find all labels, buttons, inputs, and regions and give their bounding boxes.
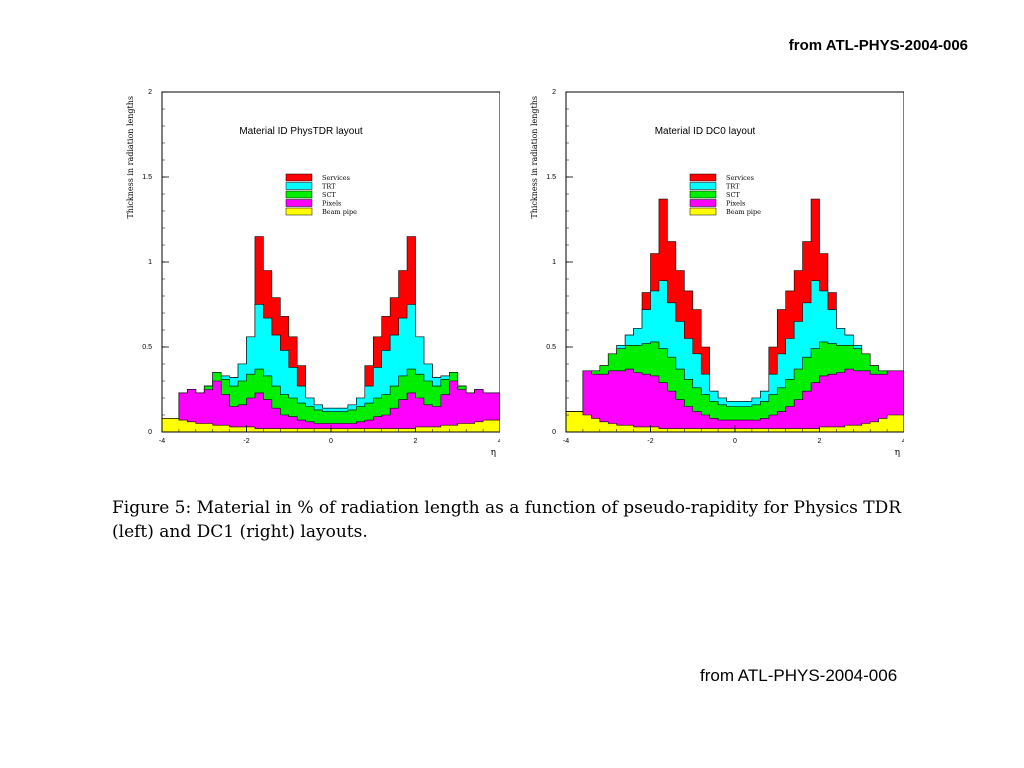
chart-0-xtick-label: 2 [414,438,418,445]
chart-0-ytick-label: 0.5 [142,344,152,351]
chart-1-ytick-label: 2 [552,89,556,96]
chart-1-ytick-label: 1 [552,259,556,266]
chart-1-ytick-label: 0.5 [546,344,556,351]
chart-1-legend-swatch-pixels [689,199,717,207]
chart-0-legend-label: Services [322,174,350,182]
header-reference: from ATL-PHYS-2004-006 [788,37,968,54]
caption-line-2: (left) and DC1 (right) layouts. [112,522,368,542]
chart-0-legend-swatch-beam-pipe [285,207,313,216]
chart-1-ylabel: Thickness in radiation lengths [530,96,539,219]
chart-0-ytick-label: 1.5 [142,174,152,181]
chart-0-xtick-label: 0 [329,438,333,445]
chart-1-xtick-label: 4 [902,438,904,445]
footer-reference: from ATL-PHYS-2004-006 [700,666,898,685]
chart-1-title: Material ID DC0 layout [655,126,756,137]
chart-0-legend-label: TRT [322,183,336,191]
chart-0-title: Material ID PhysTDR layout [239,126,363,137]
chart-0-legend-label: SCT [322,191,336,199]
chart-1-legend-swatch-beam-pipe [689,207,717,216]
chart-0-legend-swatch-pixels [285,199,313,207]
chart-0-legend-label: Beam pipe [322,208,357,216]
chart-0-series-pixels [161,380,500,433]
chart-0-legend-swatch-sct [285,190,313,199]
chart-0-legend-swatch-services [285,173,313,182]
chart-0-xtick-label: -2 [243,438,249,445]
chart-0-xtick-label: -4 [159,438,165,445]
chart-1-legend-label: TRT [726,183,740,191]
chart-1-legend-label: Pixels [726,200,745,208]
chart-1-xtick-label: -2 [647,438,653,445]
chart-1-legend-label: SCT [726,191,740,199]
chart-0-ylabel: Thickness in radiation lengths [126,96,135,219]
chart-0-ytick-label: 1 [148,259,152,266]
chart-0-legend-label: Pixels [322,200,341,208]
chart-phystdr-svg: 0 0.5 1 1.5 2 -4 -2 0 2 4η Thickness in radiation … [126,89,500,458]
chart-1-legend-label: Beam pipe [726,208,761,216]
chart-0-xtick-label: 4 [498,438,500,445]
chart-dc0-svg: 0 0.5 1 1.5 2 -4 -2 0 2 4η Thickness in radiation … [530,89,904,458]
chart-1-legend-swatch-sct [689,190,717,199]
chart-0-xlabel: η [491,448,496,458]
chart-0-ytick-label: 0 [148,429,152,436]
chart-1-ytick-label: 0 [552,429,556,436]
caption-line-1: Figure 5: Material in % of radiation len… [112,498,902,518]
chart-1-ytick-label: 1.5 [546,174,556,181]
chart-1-xtick-label: 0 [733,438,737,445]
figure-caption: Figure 5: Material in % of radiation len… [112,496,912,544]
chart-1-legend-label: Services [726,174,754,182]
chart-1-xlabel: η [895,448,900,458]
chart-dc0: 0 0.5 1 1.5 2 -4 -2 0 2 4η Thickness in radiation … [524,84,904,464]
chart-1-legend-swatch-trt [689,182,717,190]
chart-1-xtick-label: 2 [818,438,822,445]
chart-0-ytick-label: 2 [148,89,152,96]
chart-phystdr: 0 0.5 1 1.5 2 -4 -2 0 2 4η Thickness in radiation … [120,84,500,464]
chart-1-xtick-label: -4 [563,438,569,445]
chart-0-legend-swatch-trt [285,182,313,190]
chart-1-series-pixels [565,368,904,433]
chart-1-legend-swatch-services [689,173,717,182]
